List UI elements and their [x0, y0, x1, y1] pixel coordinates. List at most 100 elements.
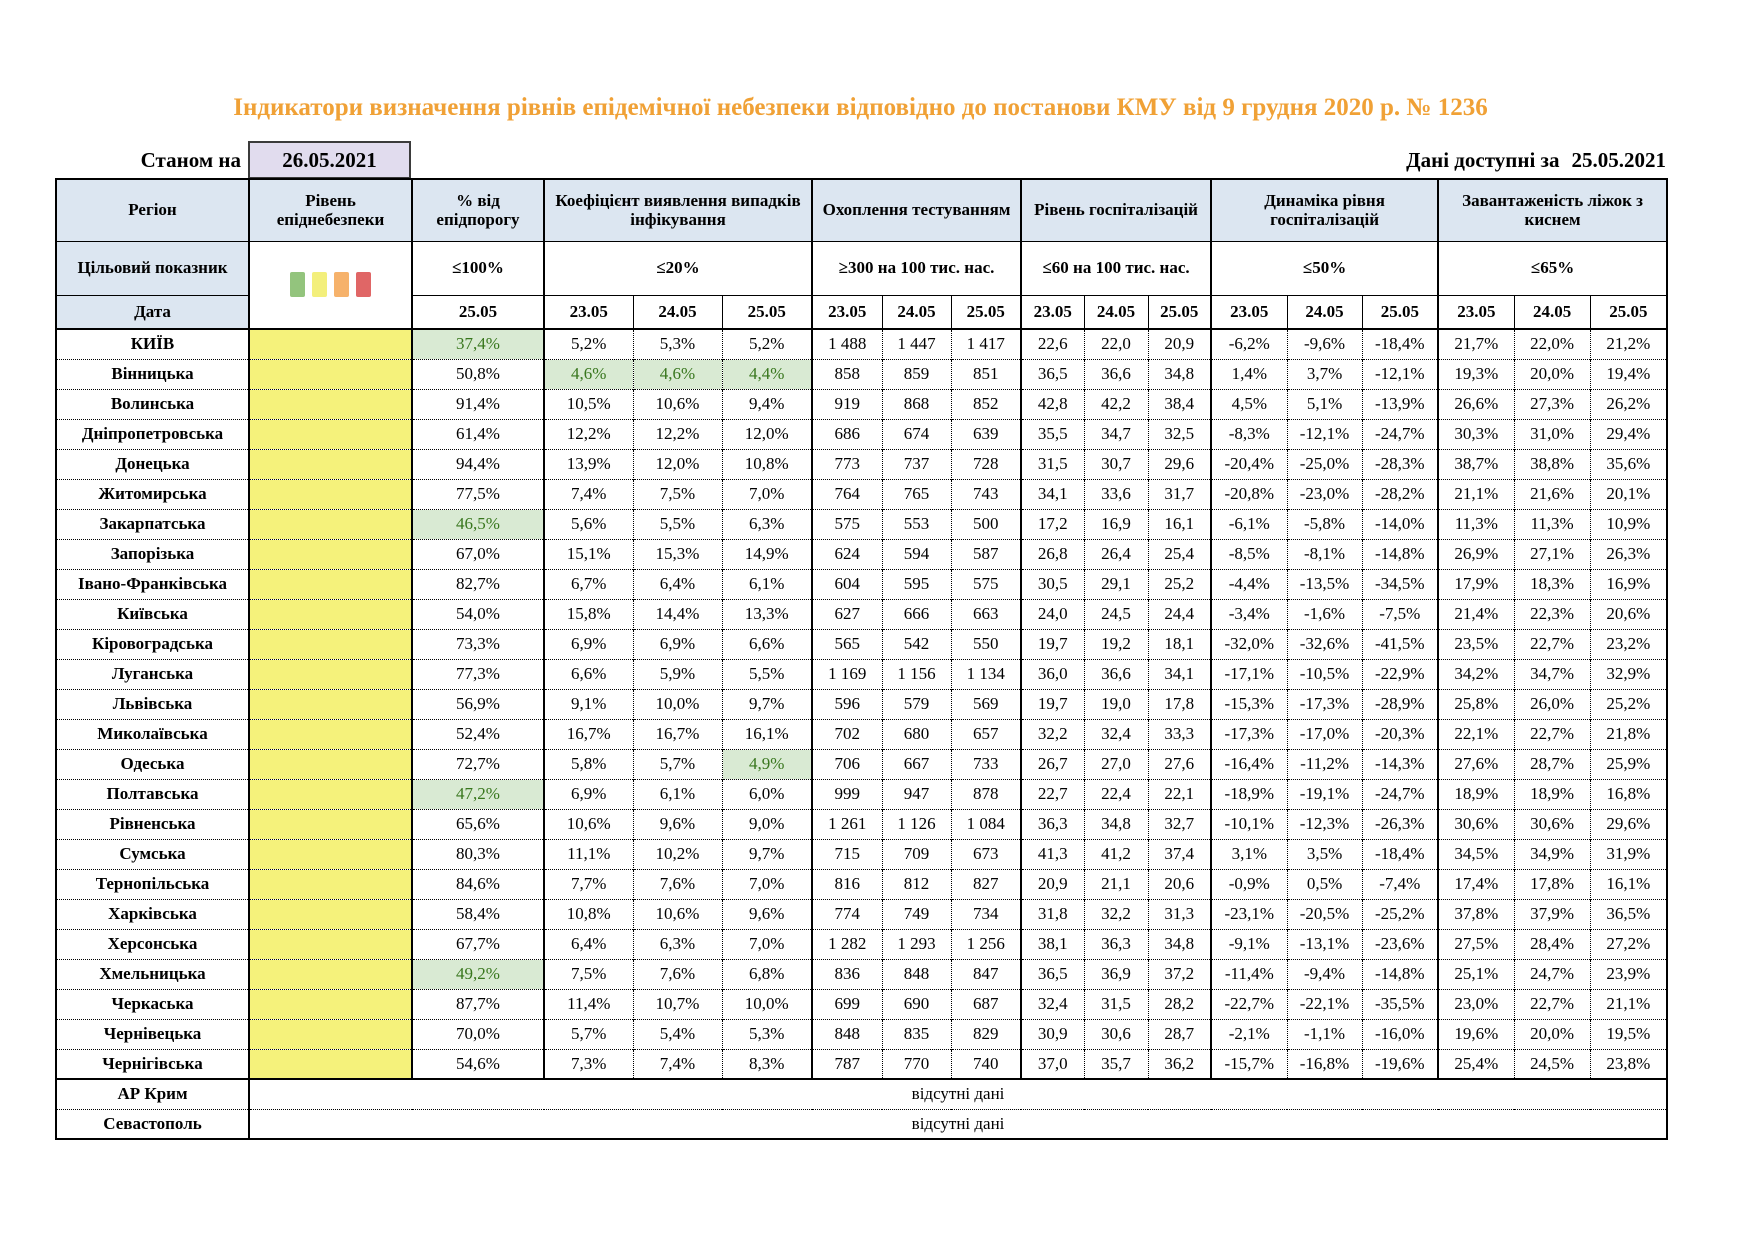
- value-cell-beds-2: 10,9%: [1589, 508, 1668, 539]
- value-cell-test-0: 764: [811, 478, 883, 509]
- value-cell-dyn-1: -13,1%: [1286, 928, 1363, 959]
- date-cell-test-0: 23.05: [811, 294, 883, 330]
- value-cell-beds-0: 37,8%: [1437, 898, 1515, 929]
- value-cell-beds-2: 31,9%: [1589, 838, 1668, 869]
- value-cell-pct: 49,2%: [411, 958, 544, 989]
- value-cell-beds-0: 23,5%: [1437, 628, 1515, 659]
- value-cell-hosp-0: 31,5: [1020, 448, 1085, 479]
- value-cell-test-2: 1 134: [950, 658, 1022, 689]
- value-cell-beds-2: 20,1%: [1589, 478, 1668, 509]
- value-cell-test-1: 868: [881, 388, 952, 419]
- value-cell-koef-0: 5,8%: [543, 748, 633, 779]
- value-cell-beds-1: 34,9%: [1513, 838, 1591, 869]
- table-row: КИЇВ 37,4% 5,2% 5,3% 5,2% 1 488 1 447 1 417 22,6…: [56, 328, 1668, 359]
- value-cell-hosp-1: 32,4: [1083, 718, 1149, 749]
- value-cell-test-2: 687: [950, 988, 1022, 1019]
- value-cell-dyn-0: -6,2%: [1210, 328, 1288, 359]
- value-cell-hosp-2: 29,6: [1147, 448, 1212, 479]
- value-cell-hosp-1: 36,9: [1083, 958, 1149, 989]
- value-cell-pct: 94,4%: [411, 448, 544, 479]
- value-cell-beds-1: 24,5%: [1513, 1048, 1591, 1079]
- value-cell-beds-2: 23,2%: [1589, 628, 1668, 659]
- data-available: Дані доступні за 25.05.2021: [1406, 148, 1666, 173]
- value-cell-test-0: 919: [811, 388, 883, 419]
- value-cell-hosp-0: 22,7: [1020, 778, 1085, 809]
- table-row: Миколаївська 52,4% 16,7% 16,7% 16,1% 702 680 65…: [56, 718, 1668, 749]
- region-name-cell: Івано-Франківська: [56, 568, 249, 599]
- value-cell-dyn-2: -28,9%: [1361, 688, 1439, 719]
- value-cell-koef-2: 6,0%: [721, 778, 813, 809]
- value-cell-dyn-0: -32,0%: [1210, 628, 1288, 659]
- region-name-cell: Херсонська: [56, 928, 249, 959]
- region-name-cell: Севастополь: [56, 1108, 249, 1139]
- value-cell-koef-1: 12,2%: [632, 418, 722, 449]
- epidemic-level-cell: [248, 508, 412, 539]
- table-row: Одеська 72,7% 5,8% 5,7% 4,9% 706 667 733 26,7 27,…: [56, 748, 1668, 779]
- table-row: Харківська 58,4% 10,8% 10,6% 9,6% 774 749 734 31…: [56, 898, 1668, 929]
- value-cell-koef-1: 10,6%: [632, 388, 722, 419]
- value-cell-hosp-2: 37,2: [1147, 958, 1212, 989]
- epidemic-level-cell: [248, 418, 412, 449]
- date-cell-dyn-2: 25.05: [1361, 294, 1439, 330]
- value-cell-test-2: 852: [950, 388, 1022, 419]
- value-cell-dyn-2: -14,3%: [1361, 748, 1439, 779]
- region-name-cell: Черкаська: [56, 988, 249, 1019]
- table-row: Волинська 91,4% 10,5% 10,6% 9,4% 919 868 852 42,…: [56, 388, 1668, 419]
- value-cell-test-2: 663: [950, 598, 1022, 629]
- table-row: Луганська 77,3% 6,6% 5,9% 5,5% 1 169 1 156 1 13…: [56, 658, 1668, 689]
- epidemic-level-cell: [248, 838, 412, 869]
- value-cell-beds-2: 16,9%: [1589, 568, 1668, 599]
- value-cell-beds-2: 23,9%: [1589, 958, 1668, 989]
- value-cell-dyn-1: -9,4%: [1286, 958, 1363, 989]
- value-cell-dyn-1: -25,0%: [1286, 448, 1363, 479]
- value-cell-beds-0: 19,3%: [1437, 358, 1515, 389]
- table-row: Вінницька 50,8% 4,6% 4,6% 4,4% 858 859 851 36,5 3…: [56, 358, 1668, 389]
- value-cell-test-2: 575: [950, 568, 1022, 599]
- value-cell-pct: 47,2%: [411, 778, 544, 809]
- value-cell-hosp-1: 30,6: [1083, 1018, 1149, 1049]
- value-cell-beds-2: 36,5%: [1589, 898, 1668, 929]
- table-row: Сумська 80,3% 11,1% 10,2% 9,7% 715 709 673 41,3 4…: [56, 838, 1668, 869]
- value-cell-hosp-0: 37,0: [1020, 1048, 1085, 1079]
- value-cell-dyn-2: -19,6%: [1361, 1048, 1439, 1079]
- legend-bar-yellow: [312, 272, 327, 298]
- region-name-cell: Полтавська: [56, 778, 249, 809]
- region-name-cell: АР Крим: [56, 1078, 249, 1109]
- value-cell-test-2: 500: [950, 508, 1022, 539]
- value-cell-test-1: 709: [881, 838, 952, 869]
- epidemic-level-cell: [248, 928, 412, 959]
- value-cell-test-1: 1 126: [881, 808, 952, 839]
- value-cell-koef-1: 6,1%: [632, 778, 722, 809]
- value-cell-koef-2: 6,8%: [721, 958, 813, 989]
- value-cell-hosp-1: 22,0: [1083, 328, 1149, 359]
- region-name-cell: Луганська: [56, 658, 249, 689]
- table-row: Херсонська 67,7% 6,4% 6,3% 7,0% 1 282 1 293 1 2…: [56, 928, 1668, 959]
- value-cell-koef-1: 12,0%: [632, 448, 722, 479]
- col-group-header-test: Охоплення тестуванням: [811, 178, 1022, 242]
- region-name-cell: Чернівецька: [56, 1018, 249, 1049]
- value-cell-test-1: 680: [881, 718, 952, 749]
- date-cell-dyn-0: 23.05: [1210, 294, 1288, 330]
- target-cell-test: ≥300 на 100 тис. нас.: [811, 240, 1022, 296]
- value-cell-test-0: 624: [811, 538, 883, 569]
- value-cell-koef-1: 5,9%: [632, 658, 722, 689]
- value-cell-koef-0: 6,9%: [543, 628, 633, 659]
- value-cell-hosp-2: 25,2: [1147, 568, 1212, 599]
- value-cell-hosp-2: 31,7: [1147, 478, 1212, 509]
- value-cell-beds-1: 34,7%: [1513, 658, 1591, 689]
- epidemic-level-cell: [248, 748, 412, 779]
- table-row: Закарпатська 46,5% 5,6% 5,5% 6,3% 575 553 500 17…: [56, 508, 1668, 539]
- value-cell-test-1: 594: [881, 538, 952, 569]
- value-cell-test-2: 733: [950, 748, 1022, 779]
- value-cell-koef-1: 10,7%: [632, 988, 722, 1019]
- value-cell-hosp-2: 25,4: [1147, 538, 1212, 569]
- value-cell-beds-0: 17,9%: [1437, 568, 1515, 599]
- epidemic-level-cell: [248, 658, 412, 689]
- value-cell-dyn-2: -7,4%: [1361, 868, 1439, 899]
- value-cell-test-0: 706: [811, 748, 883, 779]
- value-cell-koef-2: 10,8%: [721, 448, 813, 479]
- value-cell-koef-0: 6,6%: [543, 658, 633, 689]
- legend-bar-green: [290, 272, 305, 298]
- value-cell-koef-1: 6,9%: [632, 628, 722, 659]
- epidemic-level-cell: [248, 1018, 412, 1049]
